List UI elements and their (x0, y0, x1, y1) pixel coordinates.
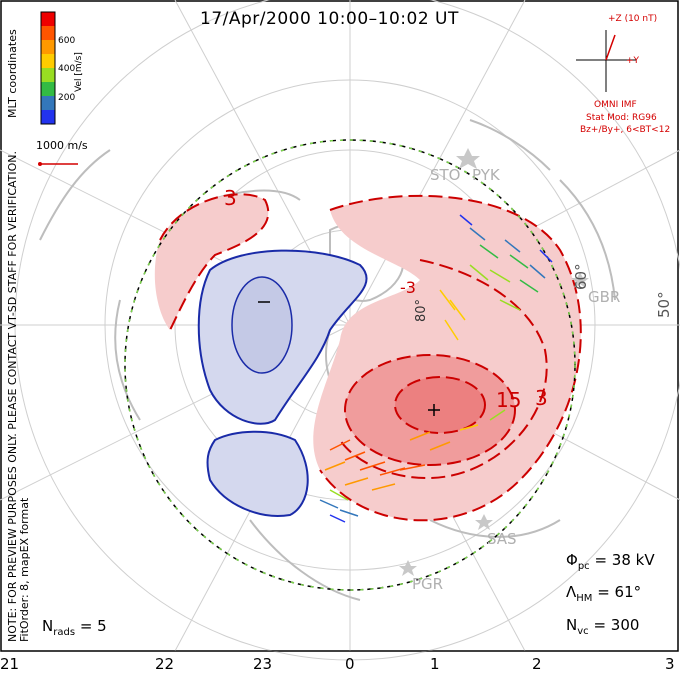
imf-model: Stat Mod: RG96 (586, 113, 657, 123)
mlt-tick-3: 3 (665, 655, 675, 673)
station-markers (399, 148, 589, 576)
contour-label-2: 3 (535, 386, 548, 410)
map-title: 17/Apr/2000 10:00–10:02 UT (200, 9, 459, 29)
coastlines (39, 119, 616, 601)
station-sto: STO (430, 166, 461, 184)
contour-label-4: 15 (496, 388, 522, 412)
negative-cell-core (231, 276, 293, 374)
imf-source: OMNI IMF (594, 100, 637, 110)
fit-order-note: FitOrder: 8, mapEX format (18, 497, 31, 642)
positive-contours (159, 193, 582, 522)
mlt-tick-1: 1 (430, 655, 440, 673)
colorbar-tick-400: 400 (58, 64, 76, 74)
stat-nvc: Nvc = 300 (566, 616, 640, 637)
latitude-label-50: 50° (655, 291, 673, 318)
station-pgr: PGR (412, 575, 444, 593)
contour-label-1: 3 (224, 186, 237, 210)
latitude-label-60: 60° (572, 263, 590, 290)
latitude-label-80: 80° (414, 298, 429, 322)
imf-condition: Bz+/By+, 6<BT<12 (580, 125, 671, 135)
imf-by-label: +Y (626, 56, 640, 66)
imf-dial (576, 30, 636, 92)
max-marker (428, 404, 440, 416)
stat-nrads: Nrads = 5 (42, 617, 107, 638)
positive-cell-peak (395, 377, 485, 433)
colorbar (40, 11, 56, 125)
negative-cell-lower (206, 430, 309, 517)
reference-vector (38, 162, 78, 166)
positive-cell-small-fill (154, 194, 269, 330)
velocity-vectors (319, 214, 553, 523)
mlt-tick-21: 21 (0, 655, 20, 673)
reference-vector-label: 1000 m/s (36, 139, 88, 152)
colorbar-tick-200: 200 (58, 93, 76, 103)
station-pyk: PYK (472, 166, 500, 184)
stat-lambda: ΛHM = 61° (566, 583, 642, 604)
hmb-boundary-green (124, 139, 576, 591)
station-gbr: GBR (588, 288, 621, 306)
mlt-tick-22: 22 (155, 655, 175, 673)
colorbar-label: Vel [m/s] (74, 52, 84, 92)
mlt-tick-2: 2 (532, 655, 542, 673)
imf-bz-label: +Z (10 nT) (608, 14, 658, 24)
stat-phi: Φpc = 38 kV (566, 551, 655, 572)
contour-label-3: -3 (400, 278, 416, 297)
mlt-tick-23: 23 (253, 655, 273, 673)
coordinate-label: MLT coordinates (6, 29, 19, 118)
colorbar-tick-600: 600 (58, 36, 76, 46)
mlt-tick-0: 0 (345, 655, 355, 673)
station-sas: SAS (487, 530, 517, 548)
